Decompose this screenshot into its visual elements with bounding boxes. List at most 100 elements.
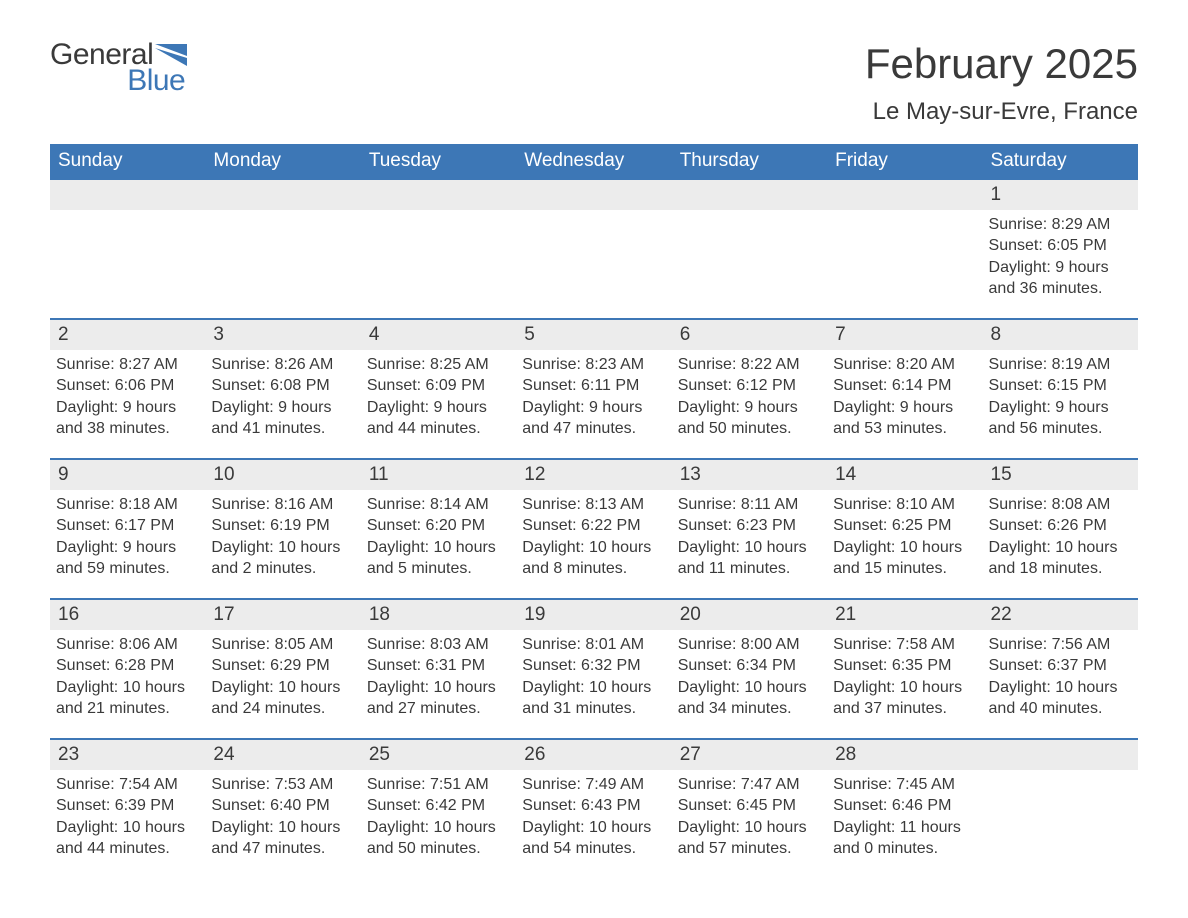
- weekday-header: Thursday: [672, 144, 827, 179]
- day-info: Sunrise: 8:29 AMSunset: 6:05 PMDaylight:…: [989, 210, 1132, 300]
- day-number: 2: [50, 319, 205, 350]
- day-cell: Sunrise: 8:19 AMSunset: 6:15 PMDaylight:…: [983, 350, 1138, 459]
- weekday-header: Wednesday: [516, 144, 671, 179]
- day-info: Sunrise: 8:26 AMSunset: 6:08 PMDaylight:…: [211, 350, 354, 440]
- day-cell: Sunrise: 7:45 AMSunset: 6:46 PMDaylight:…: [827, 770, 982, 878]
- day-cell: Sunrise: 7:54 AMSunset: 6:39 PMDaylight:…: [50, 770, 205, 878]
- day-number: 25: [361, 739, 516, 770]
- day-number: 26: [516, 739, 671, 770]
- day-number: 3: [205, 319, 360, 350]
- day-number: 16: [50, 599, 205, 630]
- weekday-header: Tuesday: [361, 144, 516, 179]
- day-cell: Sunrise: 8:08 AMSunset: 6:26 PMDaylight:…: [983, 490, 1138, 599]
- day-info: Sunrise: 8:05 AMSunset: 6:29 PMDaylight:…: [211, 630, 354, 720]
- weekday-header: Saturday: [983, 144, 1138, 179]
- day-info: Sunrise: 7:58 AMSunset: 6:35 PMDaylight:…: [833, 630, 976, 720]
- day-cell: Sunrise: 8:23 AMSunset: 6:11 PMDaylight:…: [516, 350, 671, 459]
- day-info: Sunrise: 8:00 AMSunset: 6:34 PMDaylight:…: [678, 630, 821, 720]
- day-number: 10: [205, 459, 360, 490]
- day-info: Sunrise: 8:19 AMSunset: 6:15 PMDaylight:…: [989, 350, 1132, 440]
- day-cell: Sunrise: 8:06 AMSunset: 6:28 PMDaylight:…: [50, 630, 205, 739]
- location-label: Le May-sur-Evre, France: [865, 98, 1138, 126]
- day-info: Sunrise: 8:23 AMSunset: 6:11 PMDaylight:…: [522, 350, 665, 440]
- day-info: Sunrise: 8:25 AMSunset: 6:09 PMDaylight:…: [367, 350, 510, 440]
- week-divider-row: 9101112131415: [50, 459, 1138, 490]
- page-title: February 2025: [865, 40, 1138, 88]
- week-info-row: Sunrise: 8:06 AMSunset: 6:28 PMDaylight:…: [50, 630, 1138, 739]
- day-number: 28: [827, 739, 982, 770]
- day-number: 8: [983, 319, 1138, 350]
- empty-day: [672, 179, 827, 210]
- day-number: 4: [361, 319, 516, 350]
- day-number: 5: [516, 319, 671, 350]
- day-cell: Sunrise: 7:47 AMSunset: 6:45 PMDaylight:…: [672, 770, 827, 878]
- day-info: Sunrise: 8:20 AMSunset: 6:14 PMDaylight:…: [833, 350, 976, 440]
- day-info: Sunrise: 8:10 AMSunset: 6:25 PMDaylight:…: [833, 490, 976, 580]
- day-cell: Sunrise: 8:25 AMSunset: 6:09 PMDaylight:…: [361, 350, 516, 459]
- week-divider-row: 232425262728: [50, 739, 1138, 770]
- empty-day: [983, 739, 1138, 770]
- empty-day: [827, 179, 982, 210]
- day-info: Sunrise: 7:49 AMSunset: 6:43 PMDaylight:…: [522, 770, 665, 860]
- day-info: Sunrise: 8:06 AMSunset: 6:28 PMDaylight:…: [56, 630, 199, 720]
- day-cell: Sunrise: 7:49 AMSunset: 6:43 PMDaylight:…: [516, 770, 671, 878]
- week-divider-row: 16171819202122: [50, 599, 1138, 630]
- weekday-header: Monday: [205, 144, 360, 179]
- empty-day: [50, 210, 205, 319]
- day-number: 20: [672, 599, 827, 630]
- day-info: Sunrise: 8:11 AMSunset: 6:23 PMDaylight:…: [678, 490, 821, 580]
- day-number: 23: [50, 739, 205, 770]
- day-cell: Sunrise: 8:11 AMSunset: 6:23 PMDaylight:…: [672, 490, 827, 599]
- day-info: Sunrise: 7:45 AMSunset: 6:46 PMDaylight:…: [833, 770, 976, 860]
- day-info: Sunrise: 7:54 AMSunset: 6:39 PMDaylight:…: [56, 770, 199, 860]
- day-cell: Sunrise: 8:13 AMSunset: 6:22 PMDaylight:…: [516, 490, 671, 599]
- day-info: Sunrise: 8:08 AMSunset: 6:26 PMDaylight:…: [989, 490, 1132, 580]
- empty-day: [827, 210, 982, 319]
- day-info: Sunrise: 7:51 AMSunset: 6:42 PMDaylight:…: [367, 770, 510, 860]
- day-info: Sunrise: 8:01 AMSunset: 6:32 PMDaylight:…: [522, 630, 665, 720]
- day-number: 22: [983, 599, 1138, 630]
- day-number: 18: [361, 599, 516, 630]
- flag-icon: [155, 44, 187, 66]
- day-cell: Sunrise: 8:18 AMSunset: 6:17 PMDaylight:…: [50, 490, 205, 599]
- day-cell: Sunrise: 8:10 AMSunset: 6:25 PMDaylight:…: [827, 490, 982, 599]
- day-number: 13: [672, 459, 827, 490]
- empty-day: [205, 210, 360, 319]
- day-info: Sunrise: 8:16 AMSunset: 6:19 PMDaylight:…: [211, 490, 354, 580]
- day-cell: Sunrise: 7:53 AMSunset: 6:40 PMDaylight:…: [205, 770, 360, 878]
- week-info-row: Sunrise: 7:54 AMSunset: 6:39 PMDaylight:…: [50, 770, 1138, 878]
- day-number: 17: [205, 599, 360, 630]
- day-cell: Sunrise: 8:05 AMSunset: 6:29 PMDaylight:…: [205, 630, 360, 739]
- weekday-header: Sunday: [50, 144, 205, 179]
- day-cell: Sunrise: 8:20 AMSunset: 6:14 PMDaylight:…: [827, 350, 982, 459]
- day-number: 19: [516, 599, 671, 630]
- week-info-row: Sunrise: 8:29 AMSunset: 6:05 PMDaylight:…: [50, 210, 1138, 319]
- day-info: Sunrise: 8:14 AMSunset: 6:20 PMDaylight:…: [367, 490, 510, 580]
- empty-day: [50, 179, 205, 210]
- day-number: 1: [983, 179, 1138, 210]
- day-cell: Sunrise: 8:16 AMSunset: 6:19 PMDaylight:…: [205, 490, 360, 599]
- day-info: Sunrise: 8:22 AMSunset: 6:12 PMDaylight:…: [678, 350, 821, 440]
- weekday-header: Friday: [827, 144, 982, 179]
- empty-day: [516, 210, 671, 319]
- day-info: Sunrise: 7:53 AMSunset: 6:40 PMDaylight:…: [211, 770, 354, 860]
- day-cell: Sunrise: 8:03 AMSunset: 6:31 PMDaylight:…: [361, 630, 516, 739]
- empty-day: [516, 179, 671, 210]
- calendar-table: SundayMondayTuesdayWednesdayThursdayFrid…: [50, 144, 1138, 878]
- day-cell: Sunrise: 8:26 AMSunset: 6:08 PMDaylight:…: [205, 350, 360, 459]
- empty-day: [672, 210, 827, 319]
- empty-day: [205, 179, 360, 210]
- week-divider-row: 2345678: [50, 319, 1138, 350]
- header: General Blue February 2025 Le May-sur-Ev…: [50, 40, 1138, 126]
- day-cell: Sunrise: 8:22 AMSunset: 6:12 PMDaylight:…: [672, 350, 827, 459]
- day-info: Sunrise: 8:13 AMSunset: 6:22 PMDaylight:…: [522, 490, 665, 580]
- day-cell: Sunrise: 8:27 AMSunset: 6:06 PMDaylight:…: [50, 350, 205, 459]
- day-cell: Sunrise: 7:58 AMSunset: 6:35 PMDaylight:…: [827, 630, 982, 739]
- weekday-header-row: SundayMondayTuesdayWednesdayThursdayFrid…: [50, 144, 1138, 179]
- day-info: Sunrise: 7:47 AMSunset: 6:45 PMDaylight:…: [678, 770, 821, 860]
- day-number: 27: [672, 739, 827, 770]
- day-number: 14: [827, 459, 982, 490]
- day-number: 6: [672, 319, 827, 350]
- day-cell: Sunrise: 7:56 AMSunset: 6:37 PMDaylight:…: [983, 630, 1138, 739]
- day-number: 9: [50, 459, 205, 490]
